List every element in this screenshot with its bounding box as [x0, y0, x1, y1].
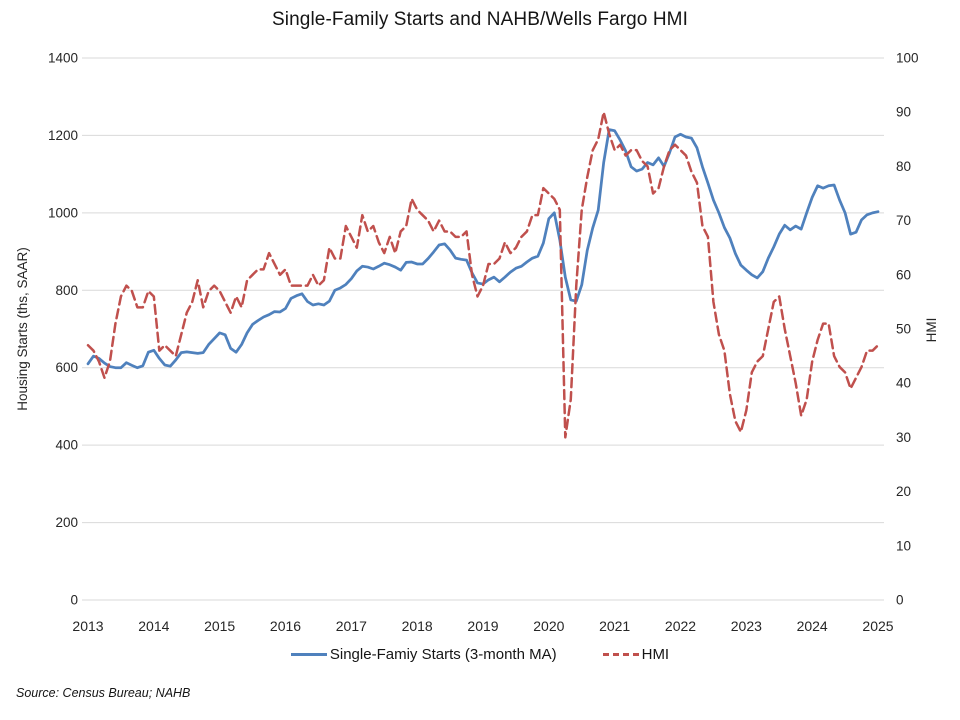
left-axis-tick-label: 400	[55, 438, 78, 453]
legend-dashed-line-sample	[602, 653, 639, 656]
left-axis-title: Housing Starts (ths, SAAR)	[15, 247, 30, 411]
source-note: Source: Census Bureau; NAHB	[16, 686, 191, 700]
x-axis-tick-label: 2025	[862, 618, 893, 634]
left-axis-tick-label: 600	[55, 360, 78, 375]
right-axis-tick-label: 80	[896, 159, 911, 174]
x-axis-tick-label: 2019	[467, 618, 498, 634]
right-axis-tick-label: 0	[896, 593, 904, 608]
right-axis-tick-label: 40	[896, 376, 911, 391]
x-axis-tick-label: 2016	[270, 618, 301, 634]
x-axis-tick-label: 2014	[138, 618, 169, 634]
right-axis-tick-label: 10	[896, 538, 911, 553]
legend-item-hmi: HMI	[602, 646, 670, 663]
left-axis-tick-label: 1000	[48, 205, 78, 220]
x-axis-tick-label: 2015	[204, 618, 235, 634]
left-axis-tick-label: 1200	[48, 128, 78, 143]
right-axis-tick-label: 50	[896, 322, 911, 337]
chart-title: Single-Family Starts and NAHB/Wells Farg…	[272, 9, 688, 30]
x-axis-tick-label: 2022	[665, 618, 696, 634]
right-axis-tick-label: 90	[896, 105, 911, 120]
x-axis-tick-label: 2018	[402, 618, 433, 634]
series-line-hmi	[86, 110, 880, 439]
legend-solid-line-sample	[290, 653, 327, 656]
legend-item-starts: Single-Famiy Starts (3-month MA)	[290, 646, 557, 663]
right-axis-title: HMI	[924, 318, 939, 343]
left-axis-tick-label: 1400	[48, 51, 78, 66]
right-axis-tick-label: 30	[896, 430, 911, 445]
series-line-starts	[86, 128, 880, 370]
chart-legend: Single-Famiy Starts (3-month MA) HMI	[0, 646, 960, 663]
left-axis-tick-label: 200	[55, 515, 78, 530]
legend-label-starts: Single-Famiy Starts (3-month MA)	[329, 646, 557, 663]
right-axis-tick-label: 20	[896, 484, 911, 499]
right-axis-tick-label: 100	[896, 51, 919, 66]
x-axis-tick-label: 2021	[599, 618, 630, 634]
legend-label-hmi: HMI	[641, 646, 670, 663]
right-axis-tick-label: 60	[896, 267, 911, 282]
x-axis-tick-label: 2020	[533, 618, 564, 634]
left-axis-tick-label: 0	[70, 593, 78, 608]
x-axis-tick-label: 2023	[731, 618, 762, 634]
left-axis-tick-label: 800	[55, 283, 78, 298]
x-axis-tick-label: 2017	[336, 618, 367, 634]
right-axis-tick-label: 70	[896, 213, 911, 228]
x-axis-tick-label: 2024	[797, 618, 828, 634]
x-axis-tick-label: 2013	[72, 618, 103, 634]
